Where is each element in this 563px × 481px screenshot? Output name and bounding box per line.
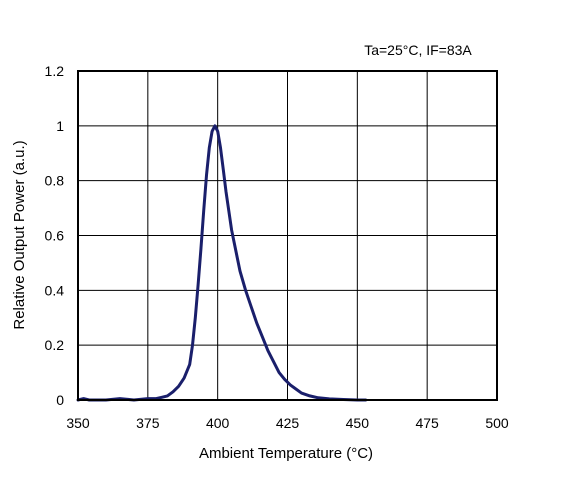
x-tick-label: 375 xyxy=(136,415,160,431)
y-tick-label: 0.4 xyxy=(45,282,65,298)
y-tick-label: 0.6 xyxy=(45,228,65,244)
y-axis-title: Relative Output Power (a.u.) xyxy=(11,140,28,329)
series-layer xyxy=(76,124,368,402)
y-tick-label: 0 xyxy=(56,392,64,408)
grid-layer xyxy=(78,71,497,400)
y-tick-label: 0.8 xyxy=(45,173,65,189)
x-tick-label: 450 xyxy=(346,415,370,431)
x-axis-title: Ambient Temperature (°C) xyxy=(199,445,373,462)
x-tick-label: 400 xyxy=(206,415,230,431)
tick-layer: 350 375 400 425 450 475 500 0 0.2 0.4 0.6 0.8 1 1.2 xyxy=(45,63,509,431)
x-tick-label: 425 xyxy=(276,415,300,431)
y-tick-label: 0.2 xyxy=(45,337,65,353)
x-tick-label: 475 xyxy=(415,415,439,431)
x-tick-label: 500 xyxy=(485,415,509,431)
y-tick-label: 1 xyxy=(56,118,64,134)
plot-frame xyxy=(77,70,498,401)
x-tick-label: 350 xyxy=(66,415,90,431)
annotation-text: Ta=25°C, IF=83A xyxy=(364,42,472,58)
series-line xyxy=(76,124,368,402)
y-tick-label: 1.2 xyxy=(45,63,65,79)
